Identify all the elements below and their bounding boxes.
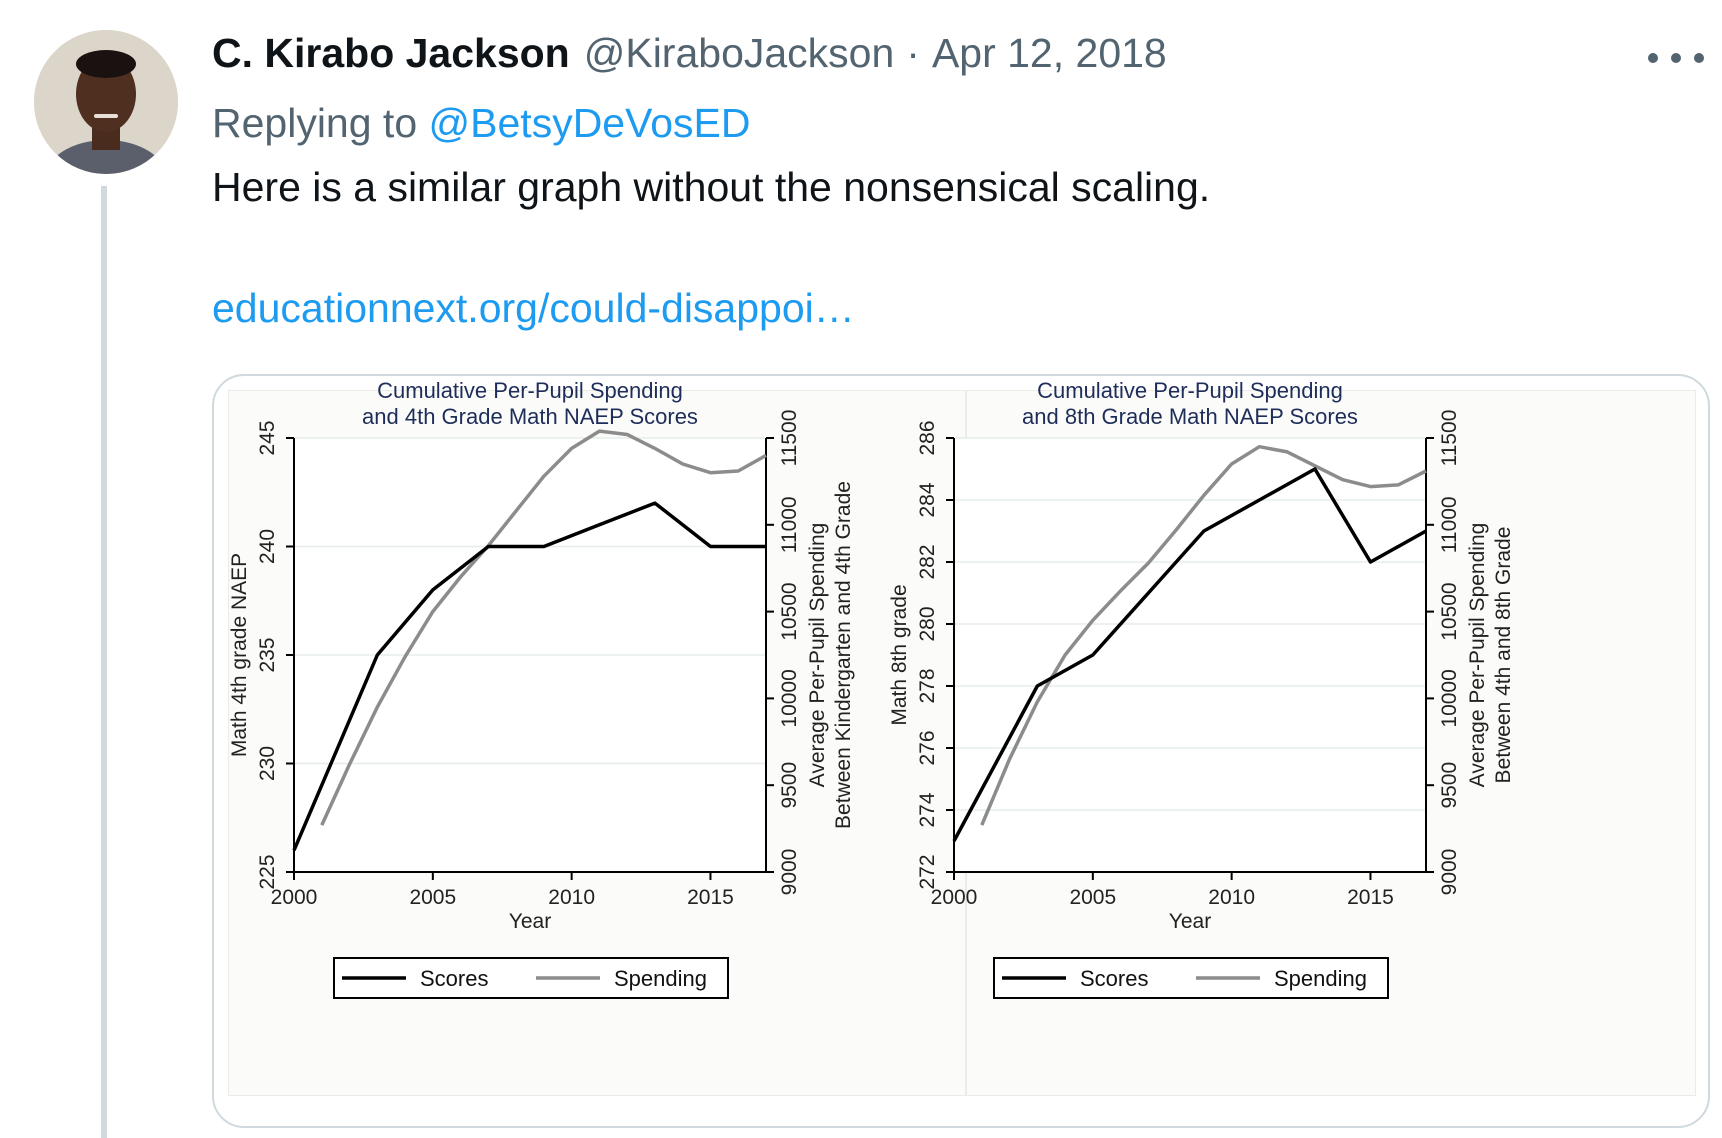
more-options-button[interactable] — [1648, 38, 1704, 78]
x-axis-label: Year — [1169, 910, 1211, 933]
y-tick-label-left: 280 — [916, 606, 939, 641]
y-tick-label-right: 10500 — [1438, 582, 1461, 640]
y-tick-label-left: 276 — [916, 730, 939, 765]
x-tick-label: 2015 — [687, 886, 734, 909]
y-tick-label-left: 286 — [916, 420, 939, 455]
y-tick-label-right: 11000 — [778, 496, 801, 553]
tweet-link[interactable]: educationnext.org/could-disappoi… — [212, 285, 855, 331]
legend-label-spending: Spending — [1274, 966, 1367, 991]
y-tick-label-left: 235 — [256, 637, 279, 672]
chart-title-line: Cumulative Per-Pupil Spending — [377, 378, 683, 403]
author-avatar[interactable] — [34, 30, 178, 174]
header-separator: · — [906, 30, 920, 76]
x-tick-label: 2005 — [409, 886, 456, 909]
replying-to: Replying to @BetsyDeVosED — [212, 100, 750, 147]
y-tick-label-left: 282 — [916, 544, 939, 579]
y-tick-label-left: 272 — [916, 854, 939, 889]
tweet-text: Here is a similar graph without the nons… — [212, 164, 1211, 210]
y-tick-label-left: 230 — [256, 746, 279, 781]
y-tick-label-right: 9000 — [778, 849, 801, 896]
y-tick-label-left: 245 — [256, 420, 279, 455]
y-axis-label-right: Between 4th and 8th Grade — [1492, 527, 1515, 784]
x-axis-label: Year — [509, 910, 551, 933]
y-tick-label-right: 11000 — [1438, 496, 1461, 553]
x-tick-label: 2005 — [1069, 886, 1116, 909]
y-tick-label-left: 284 — [916, 482, 939, 517]
chart-title-line: and 8th Grade Math NAEP Scores — [1022, 404, 1358, 429]
legend-label-scores: Scores — [420, 966, 488, 991]
tweet-header: C. Kirabo Jackson @KiraboJackson · Apr 1… — [212, 30, 1167, 90]
y-tick-label-left: 240 — [256, 529, 279, 564]
chart-title-line: Cumulative Per-Pupil Spending — [1037, 378, 1343, 403]
x-tick-label: 2015 — [1347, 886, 1394, 909]
replying-to-handle[interactable]: @BetsyDeVosED — [428, 100, 751, 146]
x-tick-label: 2010 — [548, 886, 595, 909]
y-tick-label-right: 10500 — [778, 582, 801, 640]
legend-label-scores: Scores — [1080, 966, 1148, 991]
tweet-date[interactable]: Apr 12, 2018 — [931, 30, 1167, 76]
y-tick-label-right: 9500 — [1438, 762, 1461, 809]
author-name[interactable]: C. Kirabo Jackson — [212, 30, 570, 76]
y-tick-label-left: 278 — [916, 668, 939, 703]
y-axis-label-left: Math 4th grade NAEP — [228, 553, 251, 757]
thread-line — [101, 186, 107, 1138]
author-handle[interactable]: @KiraboJackson — [583, 30, 895, 76]
y-tick-label-right: 11500 — [1438, 410, 1461, 467]
x-tick-label: 2010 — [1208, 886, 1255, 909]
y-axis-label-left: Math 8th grade — [888, 584, 911, 725]
tweet-media-image[interactable]: Cumulative Per-Pupil Spending and 4th Gra… — [212, 374, 1710, 1128]
y-axis-label-right: Between Kindergarten and 4th Grade — [832, 481, 855, 829]
replying-to-label: Replying to — [212, 100, 418, 146]
y-tick-label-left: 274 — [916, 792, 939, 827]
avatar-image — [34, 30, 178, 174]
y-tick-label-left: 225 — [256, 854, 279, 889]
legend-label-spending: Spending — [614, 966, 707, 991]
y-tick-label-right: 10000 — [1438, 669, 1461, 727]
y-tick-label-right: 11500 — [778, 410, 801, 467]
y-axis-label-right: Average Per-Pupil Spending — [806, 523, 829, 788]
more-horizontal-icon — [1648, 53, 1658, 63]
x-tick-label: 2000 — [931, 886, 978, 909]
chart-title-line: and 4th Grade Math NAEP Scores — [362, 404, 698, 429]
plot-area — [954, 438, 1426, 872]
y-tick-label-right: 10000 — [778, 669, 801, 727]
y-tick-label-right: 9000 — [1438, 849, 1461, 896]
x-tick-label: 2000 — [271, 886, 318, 909]
y-axis-label-right: Average Per-Pupil Spending — [1466, 523, 1489, 788]
y-tick-label-right: 9500 — [778, 762, 801, 809]
